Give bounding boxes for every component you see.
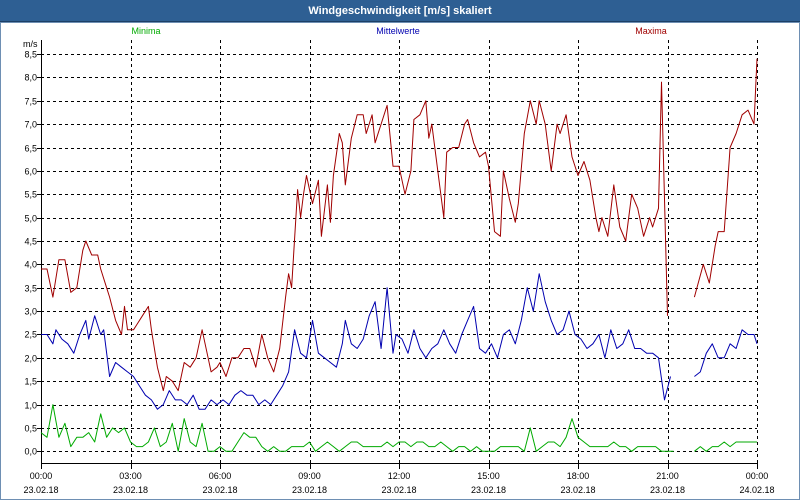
y-tick-label: 5,0 (24, 214, 37, 224)
x-tick-time-label: 12:00 (388, 471, 411, 481)
x-tick-date-label: 23.02.18 (23, 485, 58, 495)
x-tick-date-label: 24.02.18 (739, 485, 774, 495)
y-tick-label: 4,5 (24, 237, 37, 247)
x-tick-time-label: 06:00 (209, 471, 232, 481)
x-tick-time-label: 09:00 (298, 471, 321, 481)
x-tick-date-label: 23.02.18 (650, 485, 685, 495)
chart-frame: 0,0 0,5 1,0 1,5 2,0 2,5 3,0 3,5 4,0 4,5 5,0 5,5 6,0 6… (0, 22, 800, 500)
y-tick-label: 0,0 (24, 447, 37, 457)
legend-entry-maxima: Maxima (635, 26, 667, 36)
y-tick-label: 7,5 (24, 97, 37, 107)
x-tick-time-label: 00:00 (30, 471, 53, 481)
x-tick-time-label: 00:00 (746, 471, 769, 481)
y-tick-label: 6,0 (24, 167, 37, 177)
y-tick-label: 0,5 (24, 424, 37, 434)
y-tick-label: 3,5 (24, 284, 37, 294)
y-tick-label: 3,0 (24, 307, 37, 317)
y-tick-label: 7,0 (24, 120, 37, 130)
x-tick-time-label: 15:00 (477, 471, 500, 481)
x-tick-date-label: 23.02.18 (381, 485, 416, 495)
x-tick-time-label: 21:00 (656, 471, 679, 481)
x-tick-date-label: 23.02.18 (292, 485, 327, 495)
y-tick-label: 2,0 (24, 354, 37, 364)
x-tick-date-label: 23.02.18 (202, 485, 237, 495)
y-tick-label: 4,0 (24, 260, 37, 270)
x-tick-time-label: 18:00 (567, 471, 590, 481)
legend-entry-minima: Minima (131, 26, 160, 36)
y-tick-label: 8,0 (24, 73, 37, 83)
x-tick-date-label: 23.02.18 (113, 485, 148, 495)
y-axis-label: m/s (23, 39, 38, 49)
series-minima-line (694, 441, 757, 452)
x-tick-date-label: 23.02.18 (471, 485, 506, 495)
series-maxima-line (41, 81, 668, 392)
series-maxima-line (693, 58, 758, 298)
series-mittelwerte-line (694, 329, 758, 377)
y-tick-label: 5,5 (24, 190, 37, 200)
line-chart: 0,0 0,5 1,0 1,5 2,0 2,5 3,0 3,5 4,0 4,5 5,0 5,5 6,0 6… (23, 26, 775, 495)
chart-title-bar: Windgeschwindigkeit [m/s] skaliert (0, 0, 800, 22)
x-tick-time-label: 03:00 (119, 471, 142, 481)
series-mittelwerte-line (41, 273, 671, 410)
y-tick-label: 2,5 (24, 330, 37, 340)
legend-entry-mittelwerte: Mittelwerte (376, 26, 420, 36)
y-tick-label: 1,0 (24, 401, 37, 411)
y-tick-label: 6,5 (24, 144, 37, 154)
y-tick-label: 8,5 (24, 50, 37, 60)
y-tick-label: 1,5 (24, 377, 37, 387)
chart-title: Windgeschwindigkeit [m/s] skaliert (308, 4, 492, 17)
series-minima-line (40, 404, 674, 452)
x-tick-date-label: 23.02.18 (560, 485, 595, 495)
